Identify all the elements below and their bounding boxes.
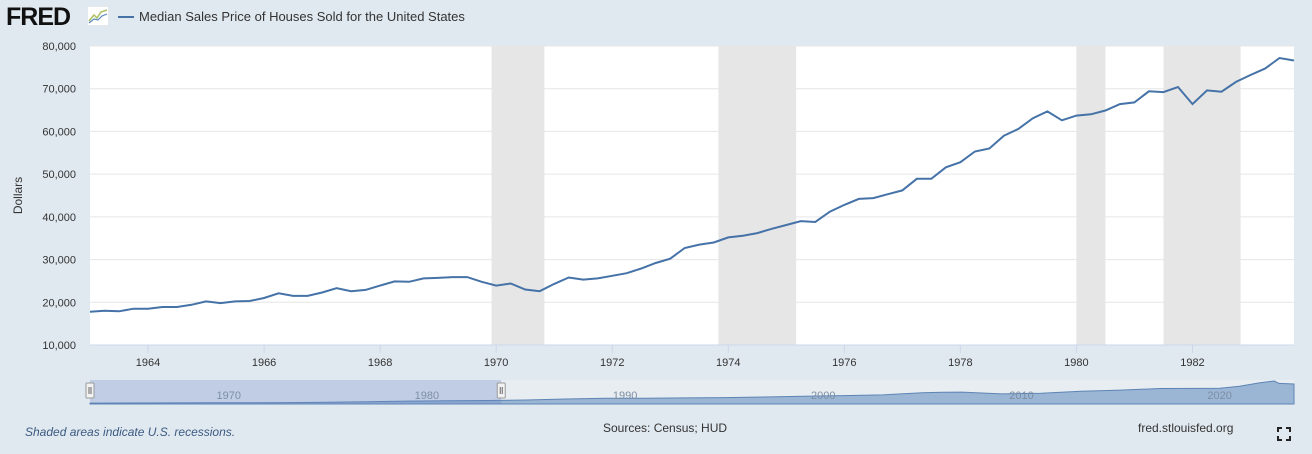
- navigator[interactable]: 1970 1980 1990 2000 2010 2020: [85, 380, 1295, 405]
- x-tick-label: 1966: [252, 357, 276, 369]
- x-tick-label: 1964: [136, 357, 160, 369]
- navigator-selection[interactable]: [90, 380, 502, 404]
- navigator-label: 1990: [613, 390, 637, 402]
- y-tick-label: 70,000: [42, 84, 76, 96]
- recession-note: Shaded areas indicate U.S. recessions.: [25, 425, 236, 439]
- chart-header: FRED Median Sales Price of Houses Sold f…: [0, 0, 1312, 36]
- x-tick-label: 1970: [484, 357, 508, 369]
- y-tick-label: 60,000: [42, 126, 76, 138]
- x-tick-label: 1968: [368, 357, 392, 369]
- navigator-label: 2010: [1009, 390, 1033, 402]
- y-axis: 10,000 20,000 30,000 40,000 50,000 60,000 70,0…: [42, 41, 76, 352]
- fullscreen-icon[interactable]: [1277, 427, 1291, 441]
- x-tick-label: 1982: [1180, 357, 1204, 369]
- sources-text: Sources: Census; HUD: [603, 421, 728, 435]
- fred-graph-icon: [87, 6, 109, 26]
- x-tick-label: 1978: [948, 357, 972, 369]
- y-tick-label: 20,000: [42, 297, 76, 309]
- navigator-series-area: [89, 380, 1295, 405]
- recession-band: [491, 46, 545, 345]
- recession-band: [1076, 46, 1106, 345]
- chart-title: Median Sales Price of Houses Sold for th…: [139, 9, 465, 24]
- navigator-label: 2000: [811, 390, 835, 402]
- x-tick-label: 1972: [600, 357, 624, 369]
- legend-swatch: [118, 16, 134, 18]
- plot-area: [90, 46, 1294, 345]
- series-line: [89, 56, 1295, 313]
- recession-band: [1163, 46, 1241, 345]
- navigator-left-handle[interactable]: [85, 382, 95, 399]
- navigator-right-handle[interactable]: [496, 382, 506, 399]
- x-axis: 1964 1966 1968 1970 1972 1974 1976 1978 1980 1982: [136, 345, 1205, 369]
- fred-logo[interactable]: FRED: [6, 3, 71, 31]
- gridlines: [90, 45, 1294, 346]
- handle-grip: [85, 382, 95, 399]
- recession-bands: [491, 46, 1241, 345]
- navigator-labels: 1970 1980 1990 2000 2010 2020: [216, 390, 1231, 402]
- y-tick-label: 10,000: [42, 340, 76, 352]
- x-tick-label: 1974: [716, 357, 740, 369]
- y-tick-label: 80,000: [42, 41, 76, 53]
- x-tick-label: 1980: [1064, 357, 1088, 369]
- site-link[interactable]: fred.stlouisfed.org: [1138, 421, 1234, 435]
- navigator-label: 1980: [415, 390, 439, 402]
- navigator-label: 2020: [1207, 390, 1231, 402]
- y-tick-label: 40,000: [42, 212, 76, 224]
- navigator-label: 1970: [216, 390, 240, 402]
- recession-band: [718, 46, 797, 345]
- y-tick-label: 50,000: [42, 169, 76, 181]
- handle-grip: [496, 382, 506, 399]
- x-tick-label: 1976: [832, 357, 856, 369]
- y-tick-label: 30,000: [42, 255, 76, 267]
- y-axis-label: Dollars: [11, 177, 25, 214]
